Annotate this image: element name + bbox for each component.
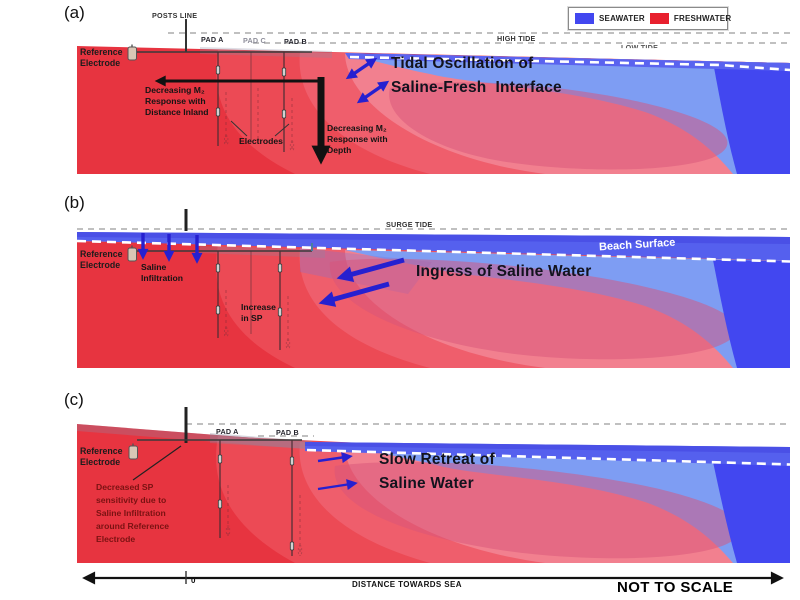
panel-b-label: (b)	[64, 193, 85, 212]
seawater-swatch	[575, 13, 594, 24]
ingress-arrow	[336, 257, 405, 282]
increase-sp-label: Increase in SP	[241, 302, 276, 324]
posts-line-label: POSTS LINE	[152, 11, 198, 20]
not-to-scale-label: NOT TO SCALE	[617, 579, 734, 596]
callout-line	[132, 445, 182, 481]
legend-freshwater-label: FRESHWATER	[673, 14, 732, 23]
legend: SEAWATER FRESHWATER	[568, 7, 732, 30]
tidal-oscillation-arrow	[356, 80, 390, 104]
reference-electrode-icon-c	[128, 443, 138, 460]
electrode-array-a	[137, 51, 312, 152]
pad-a-label: PAD A	[201, 35, 224, 44]
legend-seawater-label: SEAWATER	[599, 14, 645, 23]
pad-b-label: PAD B	[284, 37, 307, 46]
ingress-arrow	[318, 281, 390, 307]
panel-a-graphics	[77, 19, 791, 174]
axis-zero-label: 0	[191, 576, 196, 585]
seawater-zone-c	[360, 448, 790, 563]
reference-electrode-label-c: Reference Electrode	[80, 446, 123, 468]
reference-electrode-icon-b	[127, 245, 137, 262]
reference-electrode-label-a: Reference Electrode	[80, 47, 123, 69]
panel-c-graphics	[77, 407, 791, 563]
beach-surface-line-c	[306, 448, 791, 466]
surge-tide-label: SURGE TIDE	[386, 220, 433, 229]
deep-seawater-a	[713, 62, 790, 174]
retreat-arrow	[317, 479, 358, 491]
pad-c-label: PAD C	[243, 36, 266, 45]
water-table-line-a	[349, 55, 791, 72]
ingress-annotation: Ingress of Saline Water	[416, 263, 592, 280]
low-tide-label: LOW TIDE	[621, 43, 659, 52]
electrodes-label: Electrodes	[239, 136, 283, 146]
exposed-beach-strip	[77, 424, 305, 449]
decreasing-inland-label: Decreasing M₂ Response with Distance Inl…	[145, 85, 209, 118]
deep-seawater-b	[713, 260, 790, 368]
seawater-zone-b	[345, 250, 790, 368]
panel-a-label: (a)	[64, 3, 85, 22]
panel-b-graphics	[76, 209, 791, 368]
decreasing-depth-label: Decreasing M₂ Response with Depth	[327, 123, 388, 156]
freshwater-swatch	[649, 13, 669, 24]
deep-seawater-c	[713, 462, 790, 563]
reference-electrode-icon-a	[127, 44, 137, 61]
distance-axis-label: DISTANCE TOWARDS SEA	[352, 580, 462, 589]
panel-c-label: (c)	[64, 390, 84, 409]
tidal-oscillation-annotation: Tidal Oscillation of Saline-Fresh Interf…	[391, 55, 562, 97]
slow-retreat-annotation: Slow Retreat of Saline Water	[379, 451, 495, 493]
pad-b-label-c: PAD B	[276, 428, 299, 437]
pad-a-label-c: PAD A	[216, 427, 239, 436]
electrode-array-c	[137, 439, 303, 556]
seawater-zone-a	[345, 53, 790, 174]
retreat-arrow	[317, 452, 353, 463]
reference-electrode-label-b: Reference Electrode	[80, 249, 123, 271]
mixing-zone-c	[334, 461, 742, 559]
distance-axis	[82, 571, 784, 585]
saline-infiltration-label: Saline Infiltration	[141, 262, 184, 284]
mixing-zone-a	[389, 82, 728, 170]
decreased-sp-label: Decreased SP sensitivity due to Saline I…	[96, 482, 170, 544]
mixing-zone-b	[329, 258, 738, 360]
tidal-oscillation-arrow	[345, 57, 378, 80]
high-tide-label: HIGH TIDE	[497, 34, 536, 43]
